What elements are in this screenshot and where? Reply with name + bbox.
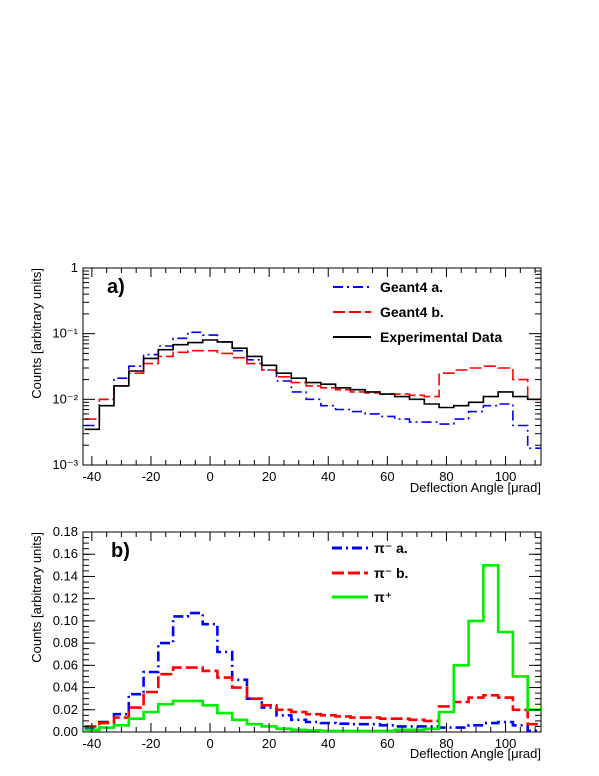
legend-item-geant4-b: Geant4 b. xyxy=(333,304,444,320)
legend-item-pi-minus-a: π⁻ a. xyxy=(332,540,408,556)
x-tick-label-20: 20 xyxy=(262,469,276,484)
x-tick-label-40: 40 xyxy=(321,469,335,484)
legend-b: π⁻ a. π⁻ b. π⁺ xyxy=(332,540,408,605)
x-tick-label-100: 100 xyxy=(495,736,517,751)
panel-label-a: a) xyxy=(107,276,125,298)
x-tick-label-80: 80 xyxy=(439,736,453,751)
y-tick-label: 10⁻¹ xyxy=(52,326,78,341)
y-tick-label: 0.16 xyxy=(53,546,78,561)
y-tick-label: 0.06 xyxy=(53,657,78,672)
y-tick-label: 0.14 xyxy=(53,568,78,583)
panel-label-b: b) xyxy=(111,540,130,562)
legend-item-geant4-a: Geant4 a. xyxy=(333,279,443,295)
x-tick-label-60: 60 xyxy=(380,469,394,484)
x-axis-label-a: Deflection Angle [μrad] xyxy=(410,480,541,495)
x-tick-label--20: -20 xyxy=(142,469,161,484)
plot-frame-b xyxy=(82,531,542,733)
series-line-geant4-a xyxy=(84,331,541,449)
legend-label-pi-plus: π⁺ xyxy=(374,589,392,605)
y-tick-label: 10⁻² xyxy=(52,391,78,406)
y-tick-label: 0.04 xyxy=(53,680,78,695)
series-lines-b xyxy=(84,564,541,733)
y-tick-label: 10⁻³ xyxy=(52,457,78,472)
y-axis-label-b: Counts [arbitrary units] xyxy=(29,532,44,663)
x-tick-label-0: 0 xyxy=(206,736,213,751)
y-tick-label: 0.10 xyxy=(53,613,78,628)
series-line-geant4-b xyxy=(84,349,541,420)
x-tick-label--40: -40 xyxy=(82,736,101,751)
panel-b: -40 -20 0 20 40 60 80 100 0.00 0.02 0.04 0.06 0.08 0.… xyxy=(29,524,542,761)
legend-label-geant4-a: Geant4 a. xyxy=(380,279,443,295)
legend-label-geant4-b: Geant4 b. xyxy=(380,304,444,320)
x-tick-label--20: -20 xyxy=(142,736,161,751)
series-line-a xyxy=(84,611,541,733)
legend-a: Geant4 a. Geant4 b. Experimental Data xyxy=(333,279,502,345)
x-tick-label-80: 80 xyxy=(439,469,453,484)
series-lines-a xyxy=(84,331,541,449)
y-tick-label: 1 xyxy=(71,260,78,275)
legend-item-pi-minus-b: π⁻ b. xyxy=(332,565,408,581)
legend-item-experimental-data: Experimental Data xyxy=(333,329,502,345)
axes-b: -40 -20 0 20 40 60 80 100 0.00 0.02 0.04 0.06 0.08 0.… xyxy=(53,524,541,751)
y-tick-label: 0.00 xyxy=(53,724,78,739)
x-tick-label-100: 100 xyxy=(495,469,517,484)
x-tick-label-0: 0 xyxy=(206,469,213,484)
y-tick-label: 0.08 xyxy=(53,635,78,650)
legend-item-pi-plus: π⁺ xyxy=(332,589,392,605)
y-tick-label: 0.18 xyxy=(53,524,78,539)
axes-a: -40 -20 0 20 40 60 80 100 10⁻³ 10⁻² 10⁻¹ 1 xyxy=(52,260,541,484)
series-line-series xyxy=(84,564,541,733)
x-axis-label-b: Deflection Angle [μrad] xyxy=(410,746,541,761)
x-tick-label-20: 20 xyxy=(262,736,276,751)
legend-label-pi-minus-a: π⁻ a. xyxy=(374,540,408,556)
y-tick-label: 0.12 xyxy=(53,591,78,606)
series-line-b xyxy=(84,666,541,728)
x-tick-label--40: -40 xyxy=(82,469,101,484)
legend-label-pi-minus-b: π⁻ b. xyxy=(374,565,408,581)
legend-label-experimental-data: Experimental Data xyxy=(380,329,502,345)
panel-a: -40 -20 0 20 40 60 80 100 10⁻³ 10⁻² 10⁻¹ 1 a) Defle… xyxy=(29,260,542,495)
x-tick-label-40: 40 xyxy=(321,736,335,751)
series-line-experimental-data xyxy=(84,339,541,431)
plot-frame-a xyxy=(82,267,542,466)
y-tick-label: 0.02 xyxy=(53,702,78,717)
y-axis-label-a: Counts [arbitrary units] xyxy=(29,268,44,399)
x-tick-label-60: 60 xyxy=(380,736,394,751)
